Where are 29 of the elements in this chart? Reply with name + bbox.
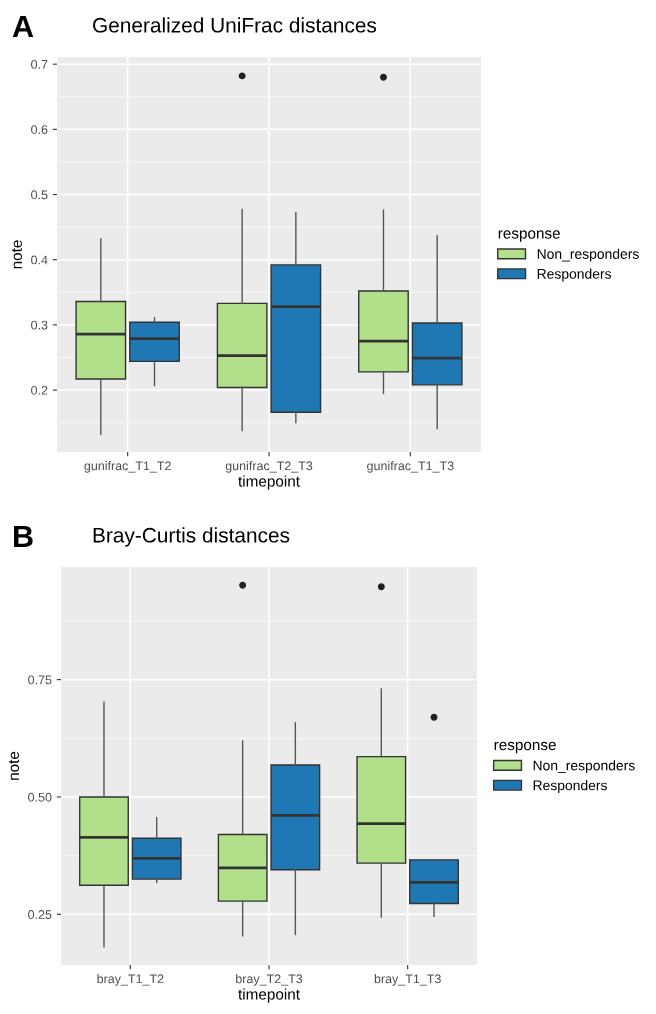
x-tick-label: gunifrac_T2_T3 bbox=[225, 461, 313, 473]
x-tick-label: gunifrac_T1_T3 bbox=[367, 461, 454, 473]
x-tick-label: bray_T1_T2 bbox=[97, 974, 164, 986]
y-axis-title: note bbox=[9, 751, 20, 780]
chart-title: Bray-Curtis distances bbox=[93, 527, 290, 547]
legend-label: Responders bbox=[537, 268, 612, 282]
y-tick-label: 0.25 bbox=[28, 910, 52, 919]
legend-title: response bbox=[494, 741, 556, 754]
chart-title: Generalized UniFrac distances bbox=[93, 17, 377, 33]
x-axis-title: timepoint bbox=[238, 988, 300, 1003]
x-tick-label: bray_T2_T3 bbox=[236, 974, 303, 986]
legend-label: Non_responders bbox=[537, 248, 639, 262]
y-tick-label: 0.2 bbox=[31, 385, 48, 395]
legend-label: Non_responders bbox=[533, 760, 635, 774]
y-axis-title: note bbox=[11, 240, 23, 269]
x-tick-label: gunifrac_T1_T2 bbox=[84, 461, 171, 473]
y-tick-label: 0.5 bbox=[31, 190, 48, 200]
y-tick-label: 0.75 bbox=[28, 675, 52, 685]
chart-subtitle: B bbox=[14, 525, 33, 547]
x-tick-label: bray_T1_T3 bbox=[374, 974, 441, 986]
legend-title: response bbox=[498, 230, 560, 242]
y-tick-label: 0.7 bbox=[31, 59, 48, 69]
legend-label: Responders bbox=[533, 780, 607, 794]
y-tick-label: 0.3 bbox=[31, 320, 48, 330]
x-axis-title: timepoint bbox=[238, 475, 300, 490]
y-tick-label: 0.4 bbox=[31, 255, 48, 265]
y-tick-label: 0.50 bbox=[28, 792, 52, 802]
y-tick-label: 0.6 bbox=[31, 125, 48, 134]
chart-subtitle: A bbox=[12, 15, 34, 37]
